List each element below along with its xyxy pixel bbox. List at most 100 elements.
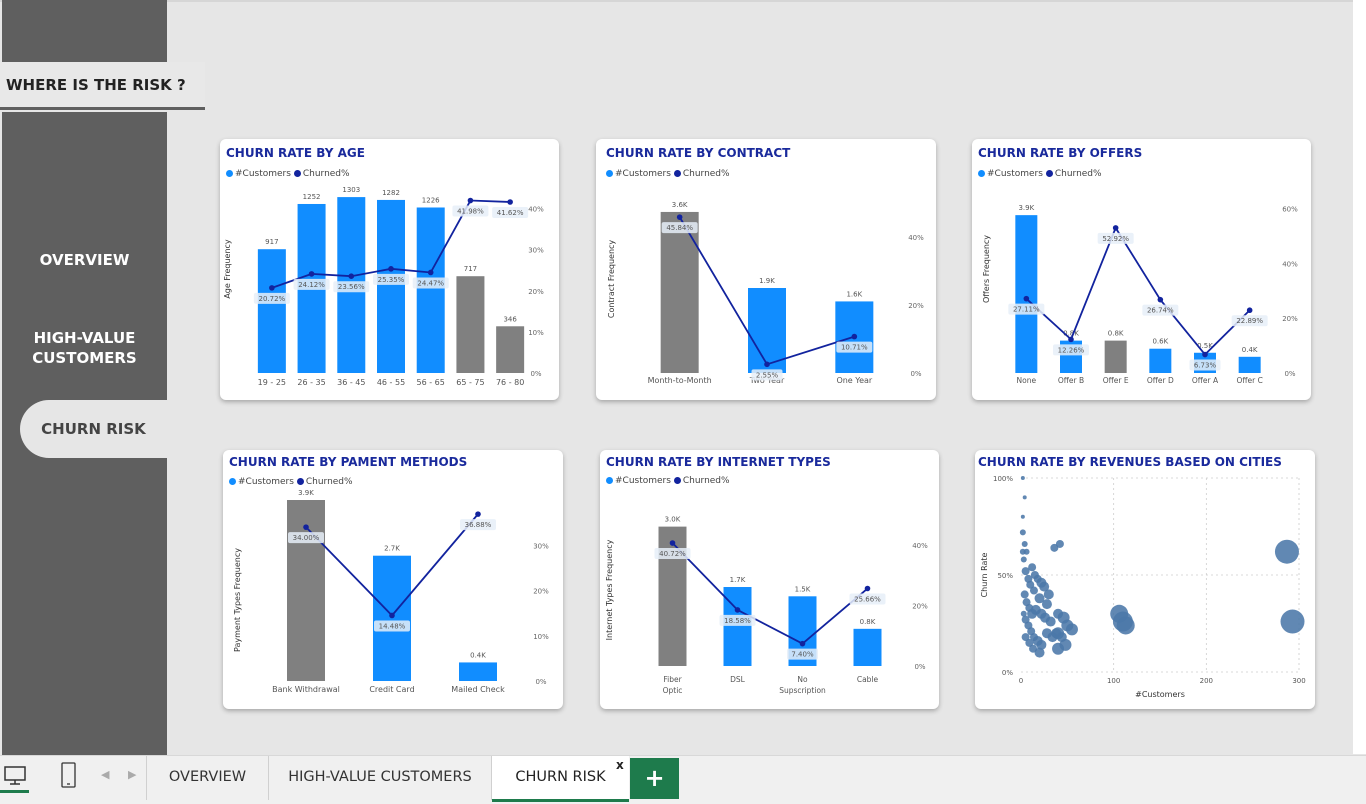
churn-label-bg (1008, 303, 1045, 315)
x-tick-label: Optic (663, 686, 683, 695)
legend-customers-dot (226, 170, 233, 177)
desktop-view-indicator (0, 790, 29, 793)
sidebar-item-high-value-customers[interactable]: HIGH-VALUE CUSTOMERS (32, 329, 137, 367)
tab-divider (268, 756, 269, 800)
tab-overview[interactable]: OVERVIEW (168, 769, 247, 785)
chart-card-contract: CHURN RATE BY CONTRACT #Customers Churne… (596, 139, 936, 400)
churn-data-label: 2.55% (756, 371, 779, 379)
scatter-point (1045, 616, 1056, 627)
bar-value-label: 3.0K (665, 516, 681, 524)
churn-label-bg (1189, 359, 1221, 371)
mobile-view-icon[interactable] (58, 762, 80, 790)
desktop-view-icon[interactable] (3, 764, 27, 788)
scatter-point (1022, 495, 1027, 500)
bar-value-label: 346 (503, 315, 517, 323)
sidebar-item-churn-risk[interactable]: CHURN RISK (20, 400, 167, 458)
bar (456, 276, 485, 373)
scatter-point (1036, 639, 1047, 650)
legend-churned-dot (296, 478, 304, 485)
churn-label-bg (1231, 315, 1268, 327)
y-axis-label: Age Frequency (223, 239, 232, 299)
x-tick-label: 300 (1292, 677, 1305, 685)
scatter-point (1020, 556, 1027, 563)
x-tick-label: Two Year (749, 376, 785, 385)
churn-label-bg (849, 593, 886, 605)
legend-customers: #Customers (238, 477, 294, 487)
y2-tick-label: 60% (1282, 205, 1298, 213)
y2-tick-label: 0% (910, 370, 921, 378)
x-tick-label: 46 - 55 (377, 378, 405, 387)
scatter-point (1025, 638, 1034, 647)
x-tick-label: Offer C (1236, 376, 1262, 385)
bar (416, 207, 445, 373)
scatter-point (1034, 593, 1045, 604)
x-tick-label: None (1017, 376, 1037, 385)
y-axis-label: Internet Types Frequency (605, 539, 614, 640)
bar-value-label: 1226 (422, 196, 440, 204)
chart-title: CHURN RATE BY REVENUES BASED ON CITIES (978, 455, 1282, 469)
churn-data-label: 41.98% (457, 208, 484, 216)
churn-label-bg (719, 614, 756, 626)
y2-tick-label: 30% (528, 247, 544, 255)
bar (1238, 356, 1261, 373)
churn-data-label: 23.56% (338, 283, 365, 291)
scatter-point (1052, 627, 1065, 640)
churn-point (799, 640, 806, 647)
chart-card-payment: CHURN RATE BY PAMENT METHODS #Customers … (223, 450, 563, 709)
churn-point (467, 197, 474, 204)
churn-data-label: 7.40% (791, 651, 814, 659)
churn-point (308, 271, 315, 277)
churn-point (1246, 307, 1253, 314)
bar (853, 628, 882, 666)
chart-title: CHURN RATE BY AGE (226, 146, 365, 160)
x-tick-label: Month-to-Month (648, 376, 712, 385)
legend-customers: #Customers (615, 476, 671, 486)
scatter-point (1023, 548, 1030, 555)
bar-value-label: 917 (265, 238, 278, 246)
chart-contract: 0% 20% 40% Contract Frequency 3.6K Month-to-M… (607, 201, 924, 385)
chart-title: CHURN RATE BY PAMENT METHODS (229, 455, 468, 469)
y2-tick-label: 20% (528, 288, 544, 296)
x-tick-label: 65 - 75 (456, 378, 484, 387)
close-tab-icon[interactable]: x (616, 758, 624, 772)
page-tab-bar: ◀ ▶ OVERVIEW HIGH-VALUE CUSTOMERS CHURN … (0, 755, 1366, 804)
scatter-point (1274, 539, 1299, 564)
scatter-point (1029, 586, 1038, 595)
legend-churned: Churned% (682, 169, 730, 179)
tab-divider (146, 756, 147, 800)
churn-data-label: 24.12% (298, 281, 325, 289)
chart-legend: #Customers Churned% (606, 476, 730, 486)
bar-value-label: 2.7K (384, 545, 400, 553)
scatter-point (1026, 580, 1035, 589)
chart-title: CHURN RATE BY OFFERS (978, 146, 1143, 160)
legend-customers-dot (229, 478, 236, 485)
bar-value-label: 0.6K (1152, 338, 1168, 346)
y2-tick-label: 40% (908, 234, 924, 242)
scatter-point (1019, 529, 1026, 536)
x-tick-label: Mailed Check (451, 685, 505, 694)
bar (287, 500, 325, 681)
bar-value-label: 3.9K (298, 489, 314, 497)
scatter-point (1050, 543, 1059, 552)
tab-high-value-customers[interactable]: HIGH-VALUE CUSTOMERS (288, 769, 472, 785)
x-tick-label: Offer B (1058, 376, 1084, 385)
chart-card-cities: CHURN RATE BY REVENUES BASED ON CITIES 0… (975, 450, 1315, 709)
y2-tick-label: 40% (912, 542, 928, 550)
churn-point (1068, 336, 1074, 343)
next-page-icon[interactable]: ▶ (128, 768, 137, 781)
scatter-point (1065, 623, 1078, 636)
churn-label-bg (492, 206, 529, 218)
scatter-point (1280, 609, 1305, 634)
sidebar-heading-text: WHERE IS THE RISK ? (6, 76, 186, 94)
bar-value-label: 0.4K (1242, 346, 1258, 354)
churn-data-label: 24.47% (417, 279, 444, 287)
x-tick-label: Fiber (663, 675, 682, 684)
churn-data-label: 52.92% (1102, 235, 1129, 243)
churn-data-label: 40.72% (659, 550, 686, 558)
tab-churn-risk[interactable]: CHURN RISK (492, 756, 629, 802)
prev-page-icon[interactable]: ◀ (101, 768, 110, 781)
y2-tick-label: 10% (533, 633, 549, 641)
sidebar-item-overview[interactable]: OVERVIEW (39, 251, 130, 269)
bar (373, 555, 411, 681)
add-page-button[interactable]: + (630, 758, 679, 799)
